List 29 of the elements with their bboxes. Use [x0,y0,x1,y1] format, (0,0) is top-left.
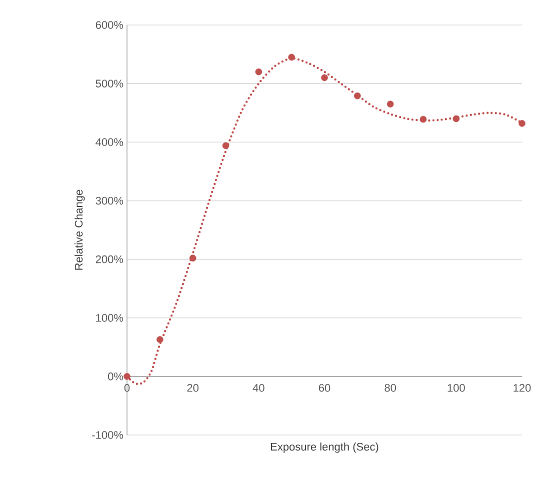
y-tick-label: 400% [96,138,124,146]
point [386,100,394,108]
y-tick-label: 0% [108,372,124,380]
y-axis-title: Relative Change [74,190,85,270]
x-tick-label: 100 [448,384,465,392]
y-tick-label: 100% [96,314,124,322]
point [255,68,262,76]
x-tick-label: 120 [514,384,531,392]
x-tick-label: 20 [187,384,199,392]
point [321,74,328,82]
x-tick-label: 0 [124,384,130,392]
point [156,336,164,343]
point [452,115,460,122]
point [420,116,427,123]
x-tick-label: 40 [252,384,264,392]
point [288,54,295,61]
point [354,92,361,100]
y-tick-label: 300% [96,196,124,205]
y-tick-label: 500% [96,80,124,88]
point [222,142,230,150]
y-tick-label: 200% [96,255,124,264]
x-axis-title: Exposure length (Sec) [270,442,378,453]
x-tick-label: 80 [384,384,396,392]
x-tick-label: 60 [318,384,330,392]
y-tick-label: -100% [92,431,124,439]
point [518,120,526,127]
y-tick-label: 600% [96,21,124,29]
point [124,373,130,380]
point [189,254,196,262]
